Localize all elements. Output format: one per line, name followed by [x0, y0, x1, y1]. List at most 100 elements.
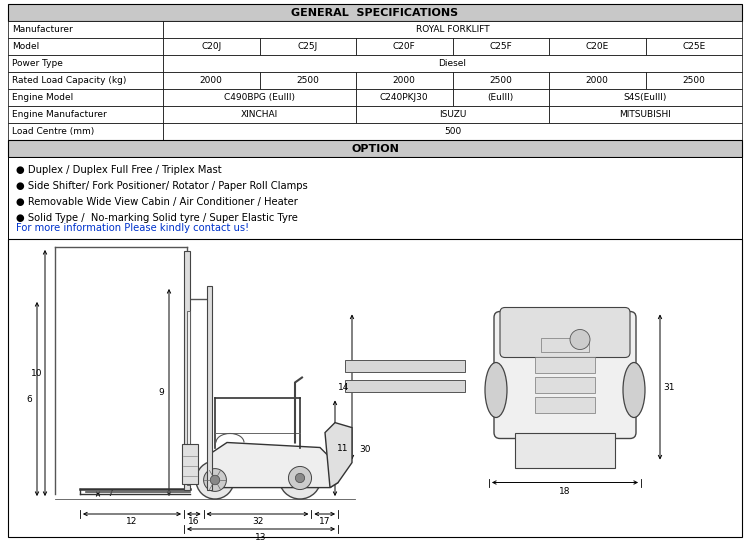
Text: 7: 7 [107, 489, 112, 498]
Bar [646, 38, 742, 55]
Text: Power Type: Power Type [12, 59, 63, 68]
Bar [549, 106, 742, 123]
Bar [8, 140, 742, 157]
Text: ● Solid Type /  No-marking Solid tyre / Super Elastic Tyre: ● Solid Type / No-marking Solid tyre / S… [16, 213, 298, 223]
Bar [8, 123, 163, 140]
Text: Rated Load Capacity (kg): Rated Load Capacity (kg) [12, 76, 126, 85]
Text: Engine Model: Engine Model [12, 93, 74, 102]
Text: OPTION: OPTION [351, 144, 399, 153]
Text: GENERAL  SPECIFICATIONS: GENERAL SPECIFICATIONS [292, 8, 458, 17]
Circle shape [279, 457, 321, 499]
Bar [163, 55, 742, 72]
Circle shape [289, 467, 311, 490]
Bar [356, 89, 452, 106]
Bar [260, 72, 356, 89]
Text: 9: 9 [158, 388, 164, 397]
Text: 32: 32 [252, 517, 263, 526]
Text: 2000: 2000 [586, 76, 609, 85]
Bar [356, 38, 452, 55]
Bar [345, 380, 465, 392]
Bar [8, 72, 163, 89]
Text: ROYAL FORKLIFT: ROYAL FORKLIFT [416, 25, 489, 34]
Text: 16: 16 [188, 517, 200, 526]
Text: C25J: C25J [298, 42, 318, 51]
Text: ISUZU: ISUZU [439, 110, 466, 119]
Text: 30: 30 [359, 445, 370, 454]
Bar [8, 38, 163, 55]
Text: 31: 31 [663, 382, 675, 392]
Bar [549, 89, 742, 106]
Bar [535, 377, 595, 393]
Text: 2500: 2500 [296, 76, 320, 85]
Text: 13: 13 [255, 532, 267, 540]
Bar [515, 433, 615, 468]
Bar [163, 21, 742, 38]
Text: C20J: C20J [201, 42, 221, 51]
Text: C490BPG (EuIII): C490BPG (EuIII) [224, 93, 295, 102]
Circle shape [296, 474, 304, 483]
Bar [8, 21, 163, 38]
Bar [163, 106, 356, 123]
Text: (EuIII): (EuIII) [488, 93, 514, 102]
Bar [452, 89, 549, 106]
Text: 17: 17 [319, 517, 331, 526]
Bar [163, 123, 742, 140]
FancyBboxPatch shape [494, 312, 636, 438]
Bar [8, 89, 163, 106]
Bar [207, 286, 212, 489]
Text: C20F: C20F [393, 42, 416, 51]
Bar [163, 89, 356, 106]
Bar [541, 338, 589, 352]
Bar [184, 251, 190, 489]
Polygon shape [212, 442, 338, 488]
Text: C25F: C25F [489, 42, 512, 51]
Bar [8, 106, 163, 123]
Text: C240PKJ30: C240PKJ30 [380, 93, 428, 102]
Bar [535, 357, 595, 373]
Bar [549, 72, 646, 89]
Text: For more information Please kindly contact us!: For more information Please kindly conta… [16, 223, 249, 233]
Bar [452, 38, 549, 55]
Text: ● Duplex / Duplex Full Free / Triplex Mast: ● Duplex / Duplex Full Free / Triplex Ma… [16, 165, 222, 175]
Bar [356, 106, 549, 123]
Text: Load Centre (mm): Load Centre (mm) [12, 127, 94, 136]
Text: C20E: C20E [586, 42, 609, 51]
Text: ● Side Shifter/ Fork Positioner/ Rotator / Paper Roll Clamps: ● Side Shifter/ Fork Positioner/ Rotator… [16, 181, 307, 191]
Text: S4S(EuIII): S4S(EuIII) [624, 93, 668, 102]
Text: 18: 18 [560, 487, 571, 496]
Text: 14: 14 [338, 382, 350, 392]
Text: C25E: C25E [682, 42, 705, 51]
Bar [452, 72, 549, 89]
Text: 2500: 2500 [489, 76, 512, 85]
Bar [163, 38, 260, 55]
Text: MITSUBISHI: MITSUBISHI [620, 110, 671, 119]
Bar [345, 360, 465, 372]
Circle shape [196, 461, 234, 499]
Bar [187, 311, 190, 484]
Text: 2500: 2500 [682, 76, 705, 85]
Ellipse shape [623, 362, 645, 417]
Bar [8, 4, 742, 21]
Bar [8, 55, 163, 72]
Bar [182, 444, 198, 484]
Bar [163, 72, 260, 89]
Text: 2000: 2000 [200, 76, 223, 85]
Text: 11: 11 [338, 444, 349, 453]
FancyBboxPatch shape [500, 307, 630, 357]
Text: 10: 10 [32, 368, 43, 377]
Text: Engine Manufacturer: Engine Manufacturer [12, 110, 106, 119]
Bar [549, 38, 646, 55]
Circle shape [570, 329, 590, 349]
Circle shape [203, 469, 226, 491]
Text: 500: 500 [444, 127, 461, 136]
Ellipse shape [485, 362, 507, 417]
Bar [260, 38, 356, 55]
Bar [535, 397, 595, 413]
Text: ● Removable Wide View Cabin / Air Conditioner / Heater: ● Removable Wide View Cabin / Air Condit… [16, 197, 298, 207]
Text: XINCHAI: XINCHAI [241, 110, 278, 119]
Text: Diesel: Diesel [439, 59, 466, 68]
Text: Manufacturer: Manufacturer [12, 25, 73, 34]
Text: 2000: 2000 [393, 76, 416, 85]
Bar [356, 72, 452, 89]
Text: 6: 6 [26, 395, 32, 403]
